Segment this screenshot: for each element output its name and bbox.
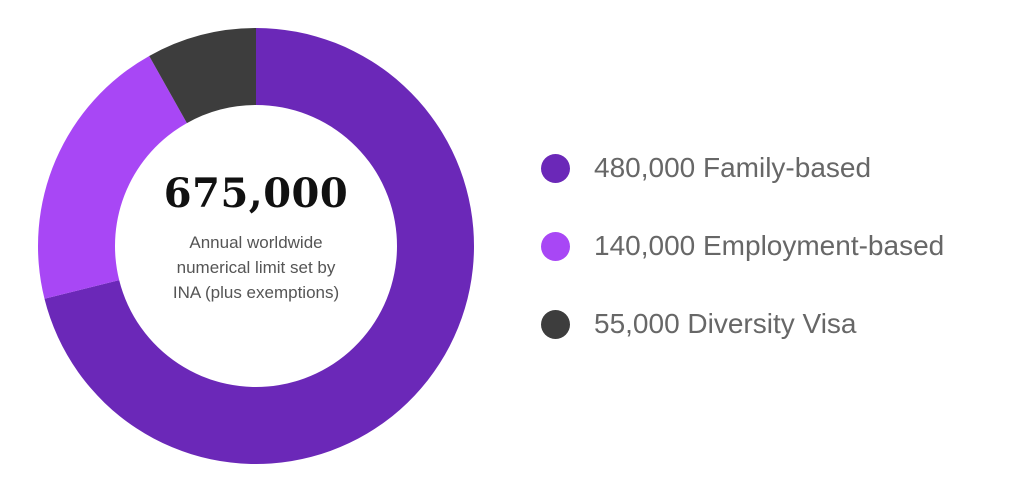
legend-label: 140,000 Employment-based	[594, 230, 945, 261]
center-caption-line: Annual worldwide	[189, 233, 323, 252]
center-caption-line: numerical limit set by	[176, 258, 336, 277]
legend-label: 480,000 Family-based	[594, 152, 872, 183]
legend-swatch-icon	[541, 309, 570, 339]
legend-item-family-based: 480,000 Family-based	[541, 146, 944, 190]
donut-segment-family-based	[44, 28, 475, 465]
center-caption-line: INA (plus exemptions)	[172, 283, 340, 302]
donut-segment-diversity-visa	[149, 28, 256, 124]
legend-item-diversity-visa: 55,000 Diversity Visa	[541, 302, 944, 346]
center-caption: Annual worldwide numerical limit set by …	[146, 230, 366, 305]
center-total-value: 675,000	[163, 170, 349, 217]
legend-swatch-icon	[541, 231, 570, 261]
legend: 480,000 Family-based 140,000 Employment-…	[541, 146, 944, 380]
legend-item-employment-based: 140,000 Employment-based	[541, 224, 944, 268]
legend-swatch-icon	[541, 153, 570, 183]
donut-segment-employment-based	[38, 55, 187, 299]
legend-label: 55,000 Diversity Visa	[594, 308, 857, 339]
